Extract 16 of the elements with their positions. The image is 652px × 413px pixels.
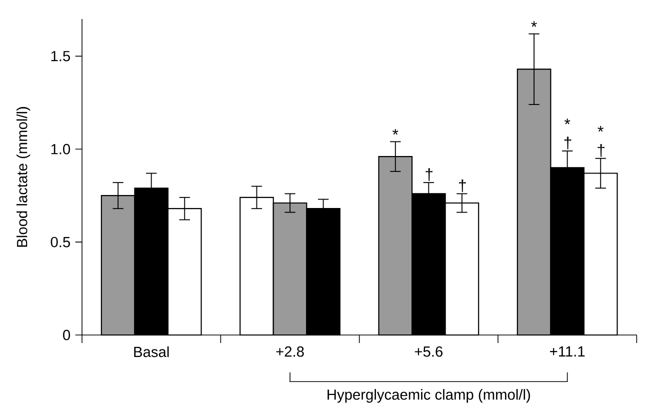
y-tick-label: 0	[63, 330, 70, 340]
x-tick-label: Basal	[134, 346, 169, 358]
y-tick-label: 1.0	[51, 144, 70, 154]
x-tick-label: +2.8	[276, 346, 304, 357]
x-axis-title: Hyperglycaemic clamp (mmol/l)	[328, 389, 530, 403]
y-tick-label: 0.5	[50, 236, 70, 248]
x-tick-label: +11.1	[550, 346, 585, 356]
data-label: †	[426, 168, 432, 181]
data-label: *	[392, 129, 398, 135]
y-tick-label: 1.5	[51, 51, 70, 62]
x-tick-label: +5.6	[414, 346, 442, 357]
data-label: * †	[598, 126, 604, 157]
y-axis-title: Blood lactate (mmol/l)	[16, 107, 30, 247]
data-label: †	[459, 179, 466, 192]
data-label: *	[531, 21, 537, 27]
data-label: * †	[564, 118, 572, 150]
